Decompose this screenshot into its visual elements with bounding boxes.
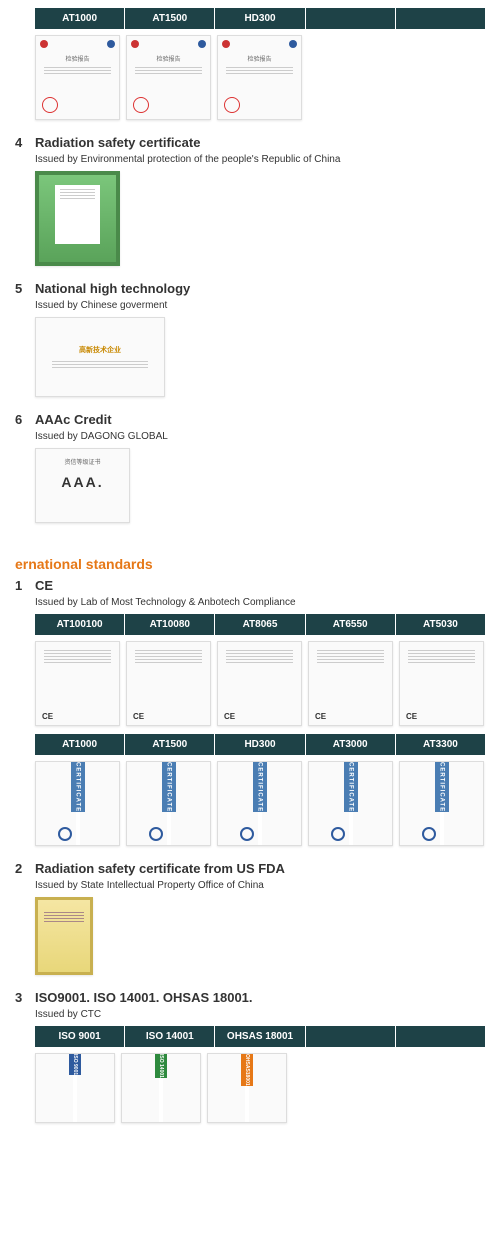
tab[interactable]: AT3300 [396, 734, 485, 755]
tab[interactable]: AT8065 [215, 614, 305, 635]
cert-strip: CERTIFICATE [71, 762, 85, 812]
doc-thumb[interactable]: CE [126, 641, 211, 726]
intl-standards-header: ernational standards [0, 550, 500, 578]
radiation-cert-thumb[interactable] [35, 171, 120, 266]
cert-strip: CERTIFICATE [162, 762, 176, 812]
sec-title: AAAc Credit [35, 412, 112, 427]
iso-doc-thumb[interactable]: ISO 9001 [35, 1053, 115, 1123]
inspect-label: 检验报告 [65, 54, 89, 63]
fda-cert-thumb[interactable] [35, 897, 93, 975]
ce-mark: CE [315, 712, 326, 721]
award-banner: 高新技术企业 [79, 345, 121, 355]
iso-tabs: ISO 9001 ISO 14001 OHSAS 18001 [35, 1026, 485, 1047]
ce-mark: CE [42, 712, 53, 721]
sec-sub: Issued by State Intellectual Property Of… [35, 880, 485, 891]
tab[interactable]: AT1000 [35, 8, 125, 29]
sec-num: 1 [15, 578, 35, 593]
ce-tabs-2: AT1000 AT1500 HD300 AT3000 AT3300 [35, 734, 485, 755]
iso-strip: ISO 14001 [155, 1054, 167, 1078]
cert-strip: CERTIFICATE [344, 762, 358, 812]
doc-thumb[interactable]: CE [217, 641, 302, 726]
sec-title: CE [35, 578, 53, 593]
cert-strip: CERTIFICATE [435, 762, 449, 812]
ce-tabs-1: AT100100 AT10080 AT8065 AT6550 AT5030 [35, 614, 485, 635]
sec-title: ISO9001. ISO 14001. OHSAS 18001. [35, 990, 253, 1005]
tab[interactable]: AT1500 [125, 734, 215, 755]
sec-num: 6 [15, 412, 35, 427]
model-tabs-top: AT1000 AT1500 HD300 [35, 8, 485, 29]
ce-mark: CE [406, 712, 417, 721]
aaa-label: AAA. [61, 474, 103, 490]
sec-sub: Issued by Lab of Most Technology & Anbot… [35, 597, 485, 608]
tab[interactable]: AT10080 [125, 614, 215, 635]
doc-thumb[interactable]: CERTIFICATE [35, 761, 120, 846]
tech-award-thumb[interactable]: 高新技术企业 [35, 317, 165, 397]
tab[interactable]: AT3000 [306, 734, 396, 755]
sec-title: Radiation safety certificate [35, 135, 200, 150]
sec-sub: Issued by DAGONG GLOBAL [35, 431, 485, 442]
tab[interactable]: ISO 9001 [35, 1026, 125, 1047]
tab [306, 8, 396, 29]
sec-num: 3 [15, 990, 35, 1005]
iso-strip: ISO 9001 [69, 1054, 81, 1075]
doc-thumb[interactable]: CERTIFICATE [399, 761, 484, 846]
sec-sub: Issued by Environmental protection of th… [35, 154, 485, 165]
inspect-label: 检验报告 [247, 54, 271, 63]
tab[interactable]: HD300 [215, 734, 305, 755]
inspection-docs: 检验报告 检验报告 检验报告 [35, 35, 485, 120]
doc-thumb[interactable]: CERTIFICATE [308, 761, 393, 846]
ce-docs-2: CERTIFICATE CERTIFICATE CERTIFICATE CERT… [35, 761, 485, 846]
doc-thumb[interactable]: CE [35, 641, 120, 726]
doc-thumb[interactable]: 检验报告 [35, 35, 120, 120]
tab[interactable]: ISO 14001 [125, 1026, 215, 1047]
tab [396, 8, 485, 29]
doc-thumb[interactable]: 检验报告 [217, 35, 302, 120]
iso-doc-thumb[interactable]: OHSAS18001 [207, 1053, 287, 1123]
iso-doc-thumb[interactable]: ISO 14001 [121, 1053, 201, 1123]
tab[interactable]: AT1500 [125, 8, 215, 29]
tab[interactable]: AT5030 [396, 614, 485, 635]
ce-docs-1: CE CE CE CE CE [35, 641, 485, 726]
iso-strip: OHSAS18001 [241, 1054, 253, 1086]
tab[interactable]: OHSAS 18001 [215, 1026, 305, 1047]
inspect-label: 检验报告 [156, 54, 180, 63]
tab [396, 1026, 485, 1047]
ce-mark: CE [224, 712, 235, 721]
sec-sub: Issued by CTC [35, 1009, 485, 1020]
doc-thumb[interactable]: 检验报告 [126, 35, 211, 120]
sec-title: Radiation safety certificate from US FDA [35, 861, 285, 876]
tab [306, 1026, 396, 1047]
tab[interactable]: AT1000 [35, 734, 125, 755]
ce-mark: CE [133, 712, 144, 721]
sec-num: 5 [15, 281, 35, 296]
doc-thumb[interactable]: CERTIFICATE [217, 761, 302, 846]
doc-thumb[interactable]: CE [308, 641, 393, 726]
sec-num: 2 [15, 861, 35, 876]
doc-thumb[interactable]: CERTIFICATE [126, 761, 211, 846]
tab[interactable]: AT6550 [306, 614, 396, 635]
sec-sub: Issued by Chinese goverment [35, 300, 485, 311]
doc-thumb[interactable]: CE [399, 641, 484, 726]
sec-num: 4 [15, 135, 35, 150]
tab[interactable]: AT100100 [35, 614, 125, 635]
sec-title: National high technology [35, 281, 190, 296]
cert-strip: CERTIFICATE [253, 762, 267, 812]
tab[interactable]: HD300 [215, 8, 305, 29]
aaa-cert-thumb[interactable]: 资信等级证书 AAA. [35, 448, 130, 523]
iso-docs: ISO 9001 ISO 14001 OHSAS18001 [35, 1053, 485, 1123]
